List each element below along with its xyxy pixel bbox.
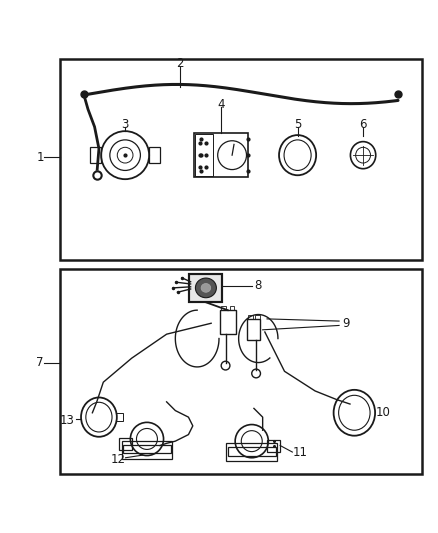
Text: 2: 2 [176,57,184,70]
Bar [248,314,253,319]
Bar [267,440,280,452]
Text: 6: 6 [359,118,367,131]
Bar [228,447,276,456]
Bar [60,59,422,260]
Bar [230,306,234,310]
Bar [189,274,223,302]
Text: 11: 11 [292,446,307,458]
Text: 4: 4 [217,98,225,110]
Bar [116,413,124,422]
Text: 13: 13 [60,414,74,427]
Ellipse shape [201,284,211,292]
Text: 7: 7 [36,356,44,369]
Text: 8: 8 [254,279,262,292]
Ellipse shape [195,278,216,298]
Bar [60,269,422,474]
Bar [221,306,226,310]
Bar [226,443,277,461]
Bar [255,314,260,319]
Bar [90,147,101,163]
Text: 5: 5 [294,118,301,131]
Text: 12: 12 [111,453,126,466]
Bar [194,133,248,177]
Bar [220,310,236,334]
Bar [149,147,160,163]
Bar [119,438,132,450]
Bar [247,319,261,340]
Bar [122,441,172,458]
Text: 1: 1 [36,151,44,164]
Bar [189,274,223,302]
Bar [123,445,171,454]
Text: 3: 3 [121,118,129,131]
Bar [195,134,213,176]
Text: 10: 10 [375,406,390,419]
Text: 9: 9 [342,317,350,330]
